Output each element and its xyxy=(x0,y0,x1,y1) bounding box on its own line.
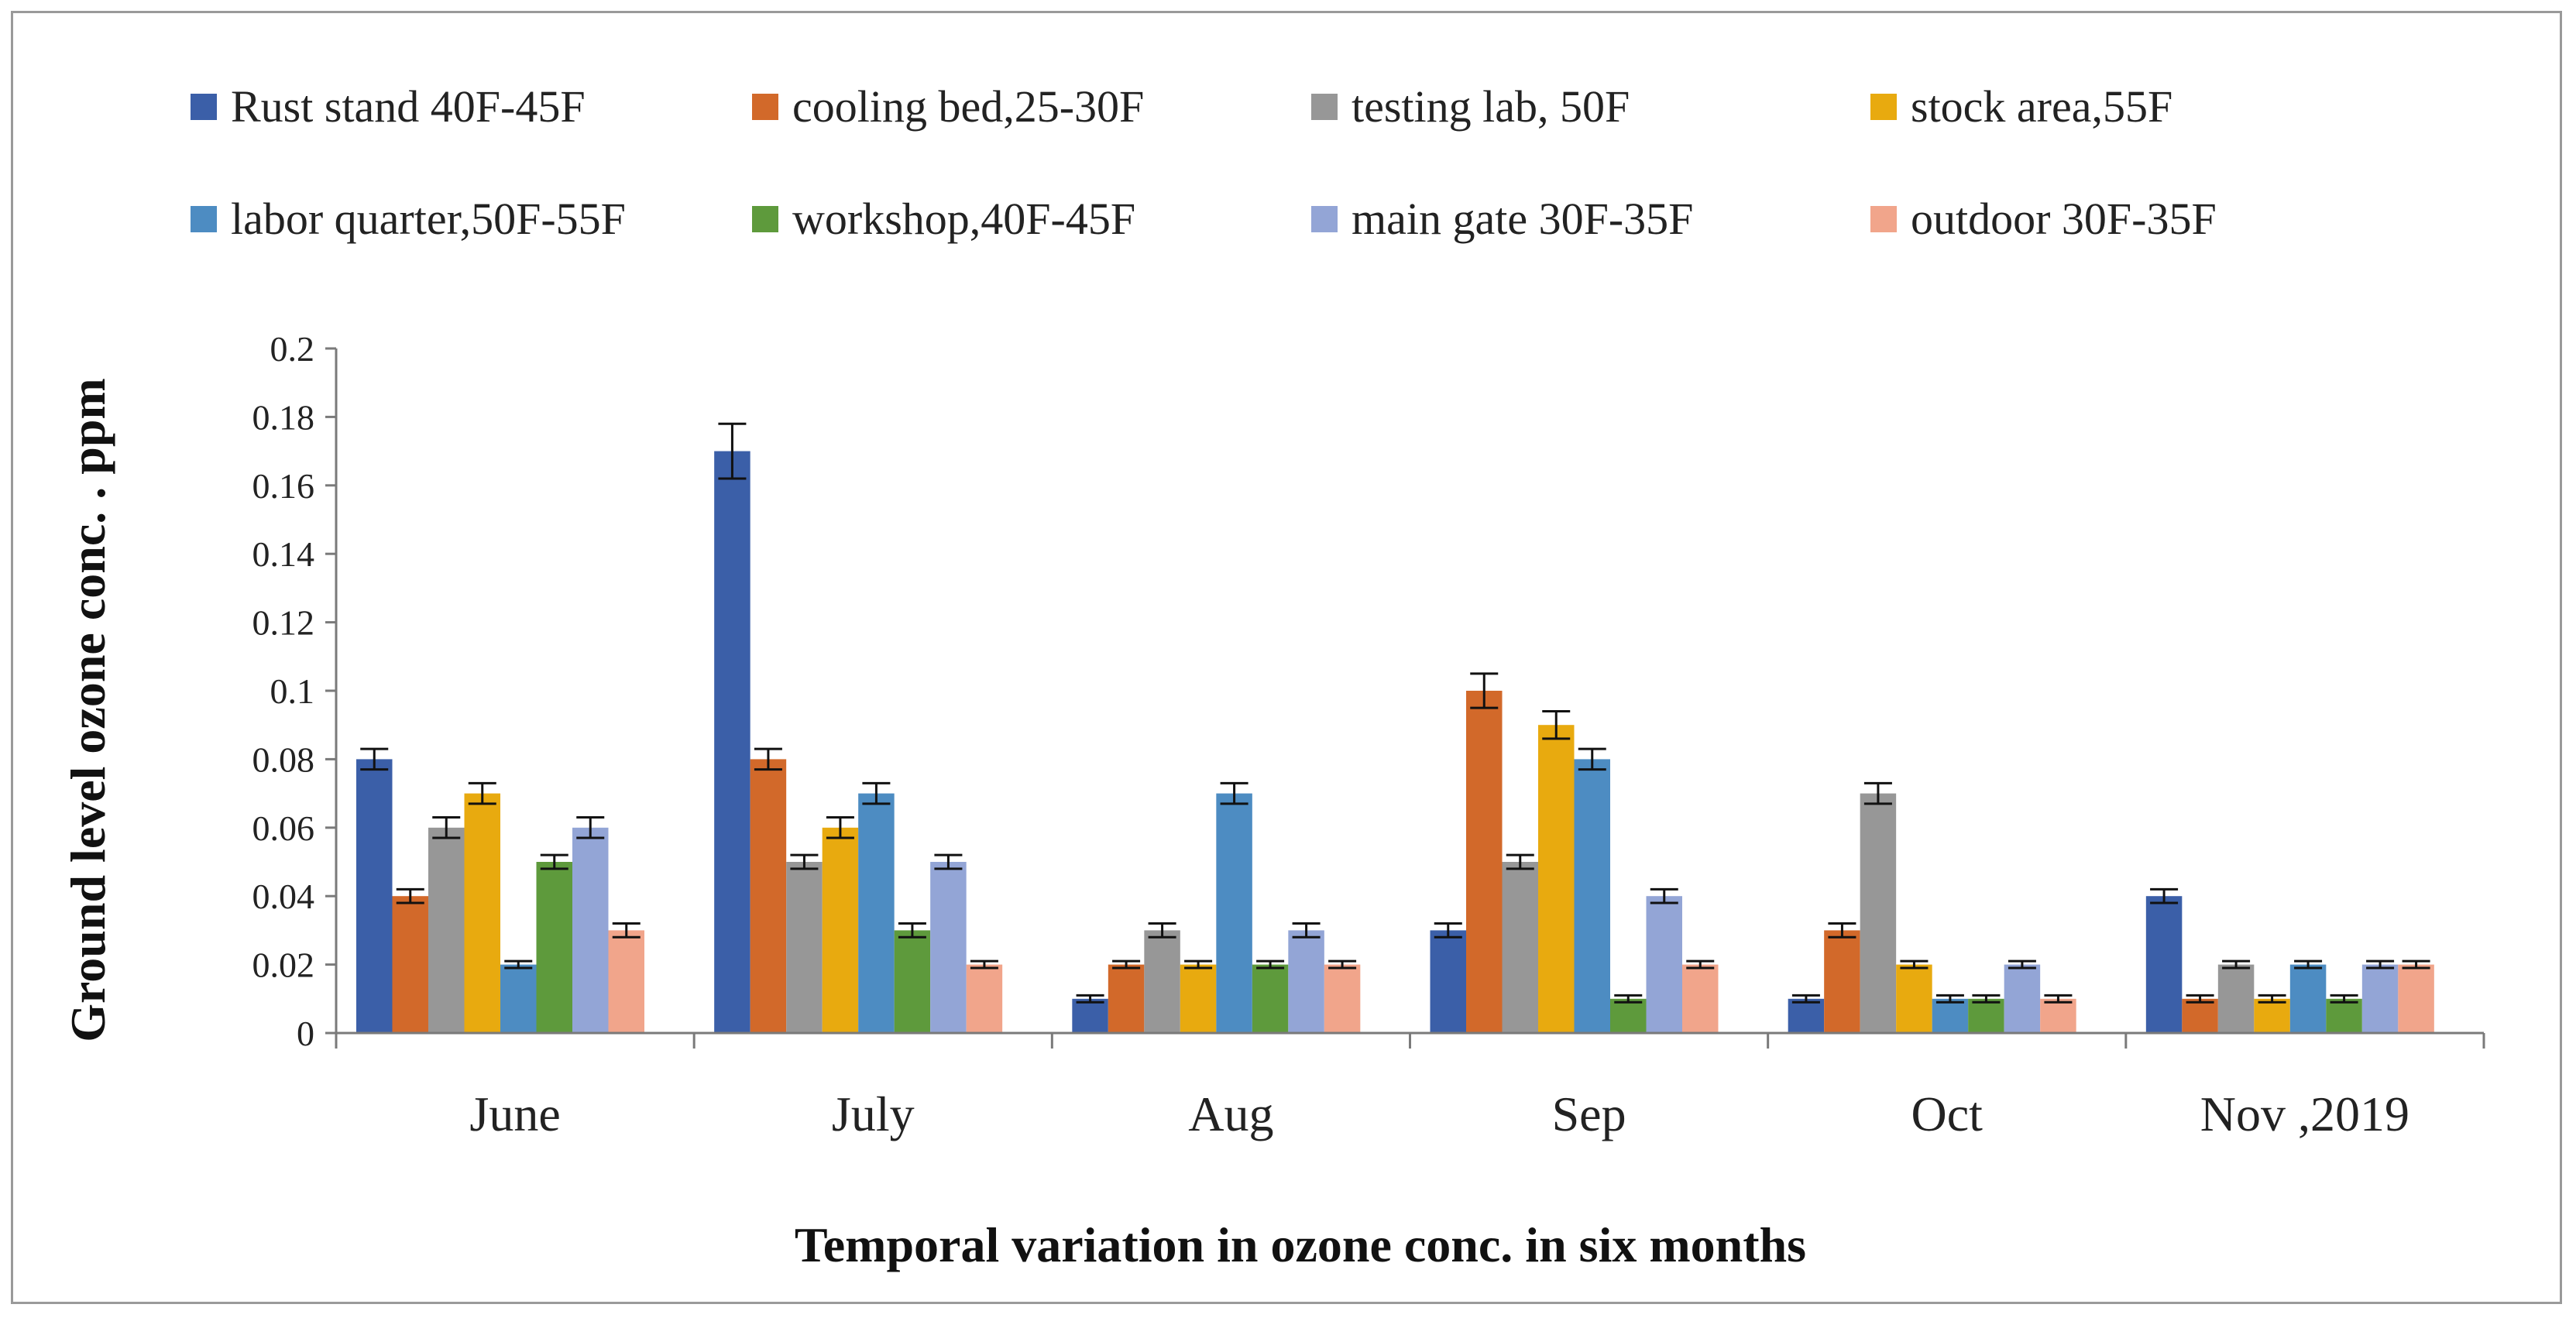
bar-cooling-oct xyxy=(1824,930,1860,1033)
legend-label: testing lab, 50F xyxy=(1352,81,1630,132)
x-category-label: Aug xyxy=(1188,1086,1273,1141)
x-category-label: Nov ,2019 xyxy=(2200,1086,2409,1141)
bar-testing-sep xyxy=(1502,862,1538,1033)
bar-labor-oct xyxy=(1932,998,1969,1033)
bar-outdoor-sep xyxy=(1682,964,1719,1033)
y-tick-label: 0.08 xyxy=(252,740,315,779)
legend-swatch xyxy=(752,206,778,232)
legend: Rust stand 40F-45F cooling bed,25-30F test… xyxy=(191,81,2217,244)
bar-labor-june xyxy=(500,964,537,1033)
legend-swatch xyxy=(752,94,778,120)
bar-main-june xyxy=(572,827,609,1033)
bar-stock-sep xyxy=(1538,725,1575,1033)
bar-workshop-july xyxy=(894,930,931,1033)
x-category-label: June xyxy=(469,1086,560,1141)
bar-main-july xyxy=(930,862,967,1033)
legend-swatch xyxy=(1311,206,1338,232)
bar-testing-nov xyxy=(2217,964,2255,1033)
legend-swatch xyxy=(1311,94,1338,120)
bar-stock-june xyxy=(464,793,500,1033)
y-tick-label: 0.12 xyxy=(252,603,315,643)
bar-stock-nov xyxy=(2254,998,2290,1033)
bar-outdoor-aug xyxy=(1324,964,1361,1033)
bar-main-aug xyxy=(1288,930,1324,1033)
legend-label: Rust stand 40F-45F xyxy=(231,81,586,132)
bar-testing-oct xyxy=(1860,793,1897,1033)
bar-cooling-sep xyxy=(1466,691,1503,1033)
y-tick-label: 0.2 xyxy=(270,329,315,369)
legend-swatch xyxy=(1870,206,1897,232)
legend-label: stock area,55F xyxy=(1911,81,2172,132)
bar-rust-aug xyxy=(1072,998,1108,1033)
bar-cooling-july xyxy=(750,759,787,1033)
legend-swatch xyxy=(191,206,217,232)
bar-outdoor-oct xyxy=(2040,998,2076,1033)
x-category-label: Oct xyxy=(1911,1086,1984,1141)
bar-stock-aug xyxy=(1180,964,1217,1033)
bar-workshop-oct xyxy=(1968,998,2004,1033)
legend-label: outdoor 30F-35F xyxy=(1911,194,2217,244)
bar-main-sep xyxy=(1646,896,1682,1033)
bar-labor-july xyxy=(858,793,895,1033)
bar-main-nov xyxy=(2361,964,2399,1033)
bar-testing-july xyxy=(786,862,823,1033)
bar-outdoor-nov xyxy=(2398,964,2434,1033)
bar-testing-aug xyxy=(1144,930,1180,1033)
y-tick-label: 0.14 xyxy=(252,534,315,574)
legend-label: cooling bed,25-30F xyxy=(792,81,1144,132)
bar-rust-sep xyxy=(1430,930,1466,1033)
bar-workshop-nov xyxy=(2326,998,2362,1033)
bar-rust-oct xyxy=(1788,998,1825,1033)
y-tick-label: 0.06 xyxy=(252,808,315,848)
bar-cooling-nov xyxy=(2182,998,2218,1033)
y-axis-title: Ground level ozone conc. . ppm xyxy=(60,378,115,1042)
y-tick-label: 0.04 xyxy=(252,877,315,916)
legend-label: labor quarter,50F-55F xyxy=(231,194,626,244)
legend-label: workshop,40F-45F xyxy=(792,194,1135,244)
bar-rust-june xyxy=(356,759,393,1033)
bar-workshop-aug xyxy=(1252,964,1289,1033)
bar-workshop-june xyxy=(536,862,572,1033)
y-tick-label: 0.02 xyxy=(252,946,315,985)
bar-rust-july xyxy=(714,451,750,1033)
legend-swatch xyxy=(1870,94,1897,120)
bar-workshop-sep xyxy=(1610,998,1647,1033)
bar-labor-nov xyxy=(2289,964,2327,1033)
x-axis-title: Temporal variation in ozone conc. in six… xyxy=(795,1217,1806,1272)
bar-chart: Rust stand 40F-45F cooling bed,25-30F test… xyxy=(60,81,2485,1272)
legend-swatch xyxy=(191,94,217,120)
bar-labor-sep xyxy=(1574,759,1610,1033)
axes: 0 0.02 0.04 0.06 0.08 0.1 0.12 0.14 0.16 0.18 0.2 J… xyxy=(252,329,2485,1141)
legend-label: main gate 30F-35F xyxy=(1352,194,1693,244)
bar-main-oct xyxy=(2004,964,2041,1033)
x-category-label: July xyxy=(832,1086,915,1141)
bar-stock-oct xyxy=(1896,964,1932,1033)
bar-testing-june xyxy=(428,827,465,1033)
y-tick-label: 0.16 xyxy=(252,466,315,506)
y-tick-label: 0.18 xyxy=(252,397,315,437)
bars xyxy=(356,422,2434,1033)
y-tick-label: 0 xyxy=(297,1014,314,1053)
bar-rust-nov xyxy=(2145,896,2183,1033)
bar-outdoor-june xyxy=(608,930,644,1033)
bar-outdoor-july xyxy=(966,964,1003,1033)
bar-labor-aug xyxy=(1216,793,1252,1033)
bar-stock-july xyxy=(822,827,859,1033)
x-category-label: Sep xyxy=(1552,1086,1626,1141)
y-tick-label: 0.1 xyxy=(270,671,315,711)
chart-frame: Rust stand 40F-45F cooling bed,25-30F test… xyxy=(11,11,2562,1304)
bar-cooling-aug xyxy=(1108,964,1145,1033)
bar-cooling-june xyxy=(392,896,428,1033)
